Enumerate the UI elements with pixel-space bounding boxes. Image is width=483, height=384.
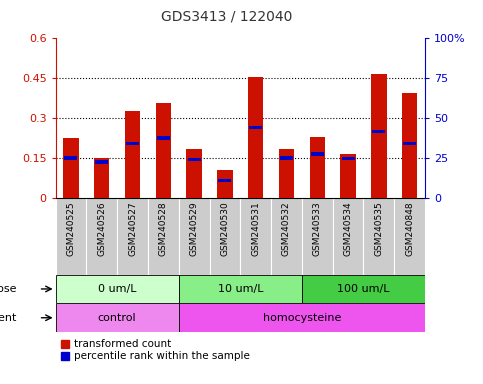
Bar [126,142,139,145]
Bar [341,157,355,160]
Bar [86,198,117,275]
Bar [240,198,271,275]
Bar [148,198,179,275]
Text: GSM240533: GSM240533 [313,202,322,257]
Bar [95,160,108,164]
Text: 100 um/L: 100 um/L [337,284,390,294]
Bar [186,149,202,198]
Bar [217,170,233,198]
Bar [311,152,324,156]
Bar [63,138,79,198]
Bar [364,198,394,275]
Text: GSM240530: GSM240530 [220,202,229,257]
Text: GSM240527: GSM240527 [128,202,137,256]
Text: GSM240534: GSM240534 [343,202,353,256]
Bar [302,198,333,275]
Bar [64,156,77,160]
Bar [279,149,294,198]
Bar [94,158,110,198]
Bar [280,156,293,160]
Bar [402,93,417,198]
Text: GSM240848: GSM240848 [405,202,414,256]
Text: homocysteine: homocysteine [263,313,341,323]
Bar [248,77,263,198]
Bar [341,154,356,198]
Text: GSM240525: GSM240525 [67,202,75,256]
Bar [179,275,302,303]
Bar [117,198,148,275]
Text: GSM240526: GSM240526 [97,202,106,256]
Bar [179,198,210,275]
Text: 0 um/L: 0 um/L [98,284,136,294]
Bar [403,142,416,145]
Legend: transformed count, percentile rank within the sample: transformed count, percentile rank withi… [61,339,250,361]
Text: dose: dose [0,284,17,294]
Bar [394,198,425,275]
Bar [249,126,262,129]
Bar [56,198,86,275]
Bar [157,136,170,140]
Bar [187,157,200,161]
Bar [310,137,325,198]
Text: GDS3413 / 122040: GDS3413 / 122040 [161,9,293,23]
Text: 10 um/L: 10 um/L [217,284,263,294]
Bar [218,179,231,182]
Text: control: control [98,313,136,323]
Text: GSM240532: GSM240532 [282,202,291,256]
Bar [179,303,425,332]
Bar [271,198,302,275]
Bar [372,130,385,133]
Bar [156,103,171,198]
Bar [125,111,140,198]
Text: GSM240528: GSM240528 [159,202,168,256]
Bar [56,303,179,332]
Bar [371,74,386,198]
Bar [333,198,364,275]
Bar [56,275,179,303]
Text: agent: agent [0,313,17,323]
Bar [302,275,425,303]
Text: GSM240529: GSM240529 [190,202,199,256]
Text: GSM240531: GSM240531 [251,202,260,257]
Text: GSM240535: GSM240535 [374,202,384,257]
Bar [210,198,240,275]
